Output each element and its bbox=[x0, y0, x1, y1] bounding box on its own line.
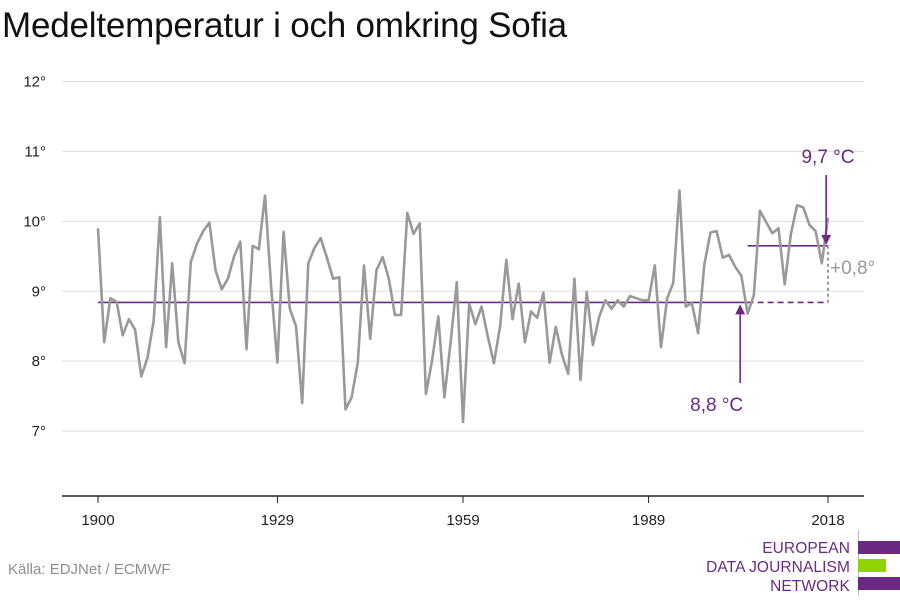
y-axis-ticks: 7° 8° 9° 10° 11° 12° bbox=[23, 74, 46, 441]
annotations: 9,7 °C 8,8 °C +0,8° bbox=[690, 147, 875, 416]
logo-bar-top bbox=[858, 541, 900, 554]
x-tick-label: 1900 bbox=[81, 512, 114, 529]
x-tick-label: 2018 bbox=[811, 512, 844, 529]
y-tick-label: 8° bbox=[32, 353, 46, 370]
y-tick-label: 12° bbox=[23, 74, 46, 91]
source-label: Källa: EDJNet / ECMWF bbox=[8, 561, 171, 578]
logo-line-3: NETWORK bbox=[770, 578, 850, 595]
logo-bar-bottom bbox=[858, 577, 900, 590]
x-tick-label: 1959 bbox=[446, 512, 479, 529]
y-tick-label: 9° bbox=[32, 283, 46, 300]
reference-lines bbox=[98, 245, 829, 304]
logo-text: EUROPEAN DATA JOURNALISM NETWORK bbox=[706, 539, 850, 596]
edjnet-logo bbox=[858, 530, 900, 596]
x-tick-label: 1989 bbox=[632, 512, 665, 529]
logo-line-2: DATA JOURNALISM bbox=[706, 559, 850, 576]
y-tick-label: 7° bbox=[32, 423, 46, 440]
logo-bar-middle bbox=[858, 559, 886, 572]
grid-lines bbox=[62, 81, 864, 432]
annotation-baseline: 8,8 °C bbox=[690, 395, 743, 416]
annotation-difference: +0,8° bbox=[830, 258, 875, 279]
temperature-line bbox=[96, 189, 830, 424]
annotation-recent-average: 9,7 °C bbox=[801, 147, 854, 168]
x-axis-ticks: 1900 1929 1959 1989 2018 bbox=[81, 496, 845, 529]
chart-title: Medeltemperatur i och omkring Sofia bbox=[2, 6, 567, 45]
logo-line-1: EUROPEAN bbox=[762, 540, 850, 557]
y-tick-label: 10° bbox=[23, 213, 46, 230]
x-tick-label: 1929 bbox=[261, 512, 294, 529]
y-tick-label: 11° bbox=[24, 143, 46, 160]
